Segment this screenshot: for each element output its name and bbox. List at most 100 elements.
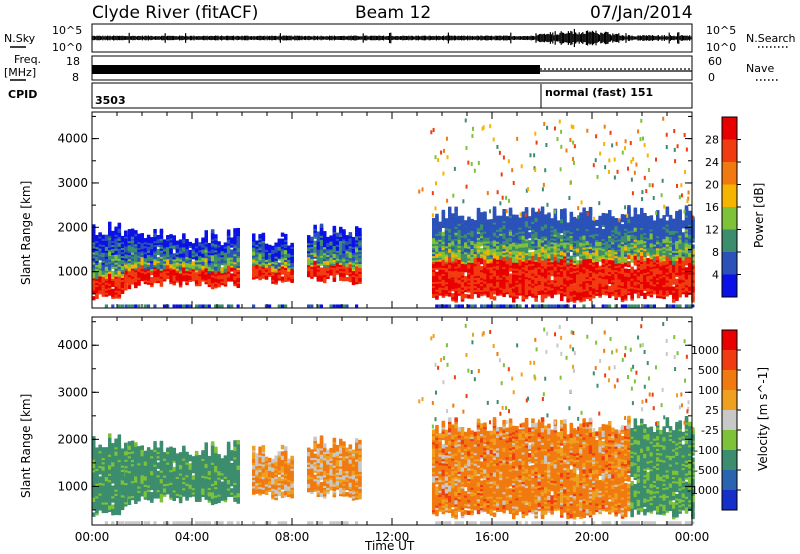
power-cell <box>134 264 138 269</box>
power-cell <box>159 260 164 265</box>
power-cell <box>319 223 324 228</box>
power-cell <box>560 227 564 232</box>
power-cell <box>233 270 237 275</box>
power-cell <box>489 249 494 254</box>
power-cell <box>579 272 583 277</box>
cpid-label: CPID <box>8 88 37 101</box>
power-cell <box>214 254 218 259</box>
power-cell <box>547 218 551 223</box>
power-cell <box>351 256 356 262</box>
power-cell <box>598 285 602 290</box>
power-cell <box>261 258 266 263</box>
power-cell <box>614 221 618 227</box>
power-cell <box>534 217 538 222</box>
power-cell <box>544 262 548 267</box>
power-cell <box>480 226 484 231</box>
power-cell <box>182 304 186 308</box>
power-cell <box>172 304 176 308</box>
power-cell <box>339 226 343 232</box>
power-cell <box>662 215 666 220</box>
power-cell <box>620 263 625 269</box>
power-cell <box>572 284 577 289</box>
power-cell <box>659 218 663 223</box>
power-cell <box>643 292 647 298</box>
power-cell <box>566 304 570 308</box>
power-cell <box>236 227 240 233</box>
power-cell <box>550 284 554 289</box>
power-cell <box>355 256 359 261</box>
power-cell <box>620 214 625 219</box>
power-cell <box>473 220 478 225</box>
power-cell <box>319 257 324 262</box>
power-cell <box>492 258 497 263</box>
power-cell <box>188 304 192 308</box>
power-cell <box>633 223 638 228</box>
power-cell <box>582 221 586 226</box>
power-cell <box>476 207 481 213</box>
power-cell <box>114 254 118 259</box>
power-cell <box>537 304 541 308</box>
power-cell <box>117 304 121 308</box>
power-cell <box>656 244 660 249</box>
power-cell <box>130 270 135 275</box>
power-cell <box>528 252 532 257</box>
power-cell <box>264 243 269 248</box>
power-cell <box>502 304 506 308</box>
power-cell <box>198 242 202 247</box>
power-cell <box>550 272 554 277</box>
power-cell <box>441 235 446 240</box>
power-cell <box>601 250 606 256</box>
power-cell <box>582 231 586 236</box>
power-cell <box>124 242 128 247</box>
power-cell <box>579 296 583 301</box>
power-cell <box>159 278 164 283</box>
power-cell <box>640 291 644 296</box>
power-cell <box>223 252 228 257</box>
power-cell <box>512 214 516 219</box>
power-cell <box>537 276 542 281</box>
power-cell <box>457 215 462 220</box>
power-cell <box>486 245 490 250</box>
power-cell <box>114 282 118 287</box>
power-cell <box>460 263 465 268</box>
power-cell <box>550 218 554 223</box>
power-cell <box>153 229 157 234</box>
power-cell <box>220 304 224 308</box>
power-cell <box>355 232 359 237</box>
power-cell <box>518 271 522 276</box>
power-cell <box>114 226 118 231</box>
power-cell <box>156 268 160 274</box>
power-cell <box>233 228 237 233</box>
power-cell <box>108 251 112 256</box>
power-cell <box>271 245 275 250</box>
power-cell <box>566 286 570 291</box>
power-cell <box>492 280 497 285</box>
power-cell <box>329 251 333 256</box>
power-cell <box>662 219 666 224</box>
power-cell <box>460 281 465 286</box>
power-cell <box>448 304 452 308</box>
nsky-label: N.Sky <box>4 32 36 45</box>
power-cell <box>339 248 343 253</box>
power-cell <box>524 280 529 286</box>
power-cell <box>146 304 151 308</box>
power-cell <box>448 206 452 211</box>
power-cell <box>223 242 228 247</box>
power-cell <box>178 304 183 308</box>
power-cell <box>150 265 154 270</box>
power-cell <box>124 304 128 308</box>
power-cell <box>153 233 157 238</box>
power-cell <box>451 279 455 284</box>
power-cell <box>604 243 609 248</box>
power-cell <box>313 224 317 229</box>
power-cell <box>595 227 599 233</box>
nave-top-tick: 60 <box>708 55 722 68</box>
power-cell <box>220 245 224 250</box>
power-cell <box>640 213 644 219</box>
power-cell <box>508 273 513 278</box>
power-cell <box>524 290 529 296</box>
power-cell <box>342 261 346 266</box>
power-cell <box>540 212 545 217</box>
power-cell <box>467 294 471 299</box>
